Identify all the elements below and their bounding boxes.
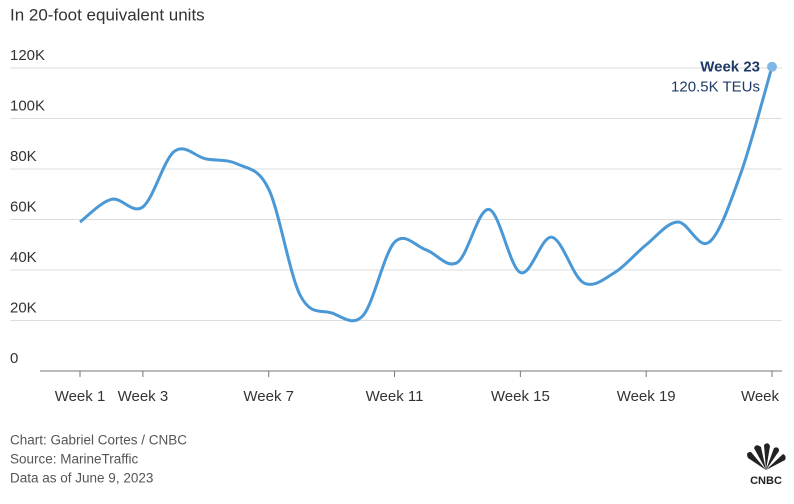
x-tick-label: Week 7 [243, 388, 294, 405]
footer-date: Data as of June 9, 2023 [10, 471, 153, 486]
annotation-title: Week 23 [700, 59, 760, 76]
y-tick-label: 80K [10, 148, 37, 165]
x-tick-label: Week [741, 388, 780, 405]
logo-text: CNBC [750, 475, 782, 487]
annotation-text: 120.5K TEUs [671, 79, 760, 96]
end-point [767, 61, 777, 72]
x-tick-label: Week 15 [491, 388, 550, 405]
y-tick-label: 100K [10, 97, 45, 114]
y-tick-label: 0 [10, 350, 18, 367]
x-tick-label: Week 1 [55, 388, 106, 405]
x-tick-label: Week 19 [617, 388, 676, 405]
footer-credit: Chart: Gabriel Cortes / CNBC [10, 433, 187, 448]
y-tick-label: 120K [10, 47, 45, 64]
cnbc-logo: CNBC [747, 443, 786, 487]
x-tick-label: Week 11 [366, 388, 424, 405]
chart-subtitle: In 20-foot equivalent units [10, 5, 205, 24]
x-tick-label: Week 3 [118, 388, 169, 405]
footer-source: Source: MarineTraffic [10, 452, 139, 467]
y-tick-label: 60K [10, 198, 37, 215]
logo-peacock [747, 443, 786, 470]
y-tick-label: 40K [10, 249, 37, 266]
series-line [79, 66, 774, 323]
y-tick-label: 20K [10, 299, 37, 316]
